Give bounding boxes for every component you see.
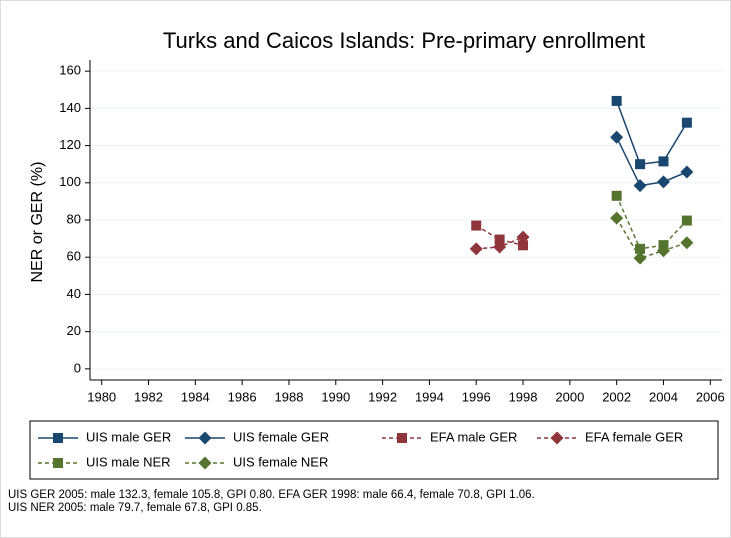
point	[493, 240, 507, 254]
y-tick-label: 40	[67, 286, 81, 301]
legend-marker	[198, 431, 212, 445]
series-line	[615, 195, 688, 250]
x-tick-label: 1998	[509, 389, 538, 404]
y-tick-label: 0	[74, 360, 81, 375]
series-line	[475, 224, 524, 247]
y-tick-label: 120	[59, 137, 81, 152]
y-tick-label: 60	[67, 249, 81, 264]
legend-label: UIS female GER	[233, 429, 329, 444]
point	[518, 240, 529, 251]
y-tick-label: 140	[59, 100, 81, 115]
point	[635, 159, 646, 170]
point	[633, 251, 647, 265]
legend-marker	[53, 458, 63, 468]
chart-title: Turks and Caicos Islands: Pre-primary en…	[163, 28, 645, 53]
legend-marker	[397, 433, 407, 443]
series-line	[616, 217, 688, 260]
x-tick-label: 1984	[181, 389, 210, 404]
series-line	[615, 136, 688, 187]
legend-label: EFA male GER	[430, 429, 517, 444]
series-line	[615, 100, 688, 166]
x-tick-label: 1980	[87, 389, 116, 404]
y-tick-label: 80	[67, 211, 81, 226]
point	[611, 190, 622, 201]
y-tick-label: 160	[59, 63, 81, 78]
point	[658, 156, 669, 167]
y-tick-label: 100	[59, 174, 81, 189]
point	[656, 175, 670, 189]
legend-label: UIS male NER	[86, 454, 171, 469]
y-tick-label: 20	[67, 323, 81, 338]
point	[656, 244, 670, 258]
point	[681, 117, 692, 128]
point	[635, 243, 646, 254]
x-tick-label: 1982	[134, 389, 163, 404]
y-axis-label: NER or GER (%)	[29, 162, 46, 283]
x-tick-label: 1994	[415, 389, 444, 404]
note: UIS GER 2005: male 132.3, female 105.8, …	[8, 489, 535, 501]
point	[680, 165, 694, 179]
x-tick-label: 1986	[228, 389, 257, 404]
point	[633, 179, 647, 193]
x-tick-label: 2004	[649, 389, 678, 404]
point	[611, 95, 622, 106]
legend-label: UIS female NER	[233, 454, 328, 469]
x-tick-label: 2002	[602, 389, 631, 404]
x-tick-label: 1992	[368, 389, 397, 404]
point	[471, 220, 482, 231]
point	[516, 230, 530, 244]
point	[469, 242, 483, 256]
point	[680, 236, 694, 250]
point	[610, 211, 624, 225]
legend-marker	[550, 431, 564, 445]
x-tick-label: 2006	[696, 389, 725, 404]
point	[681, 215, 692, 226]
x-tick-label: 1996	[462, 389, 491, 404]
point	[610, 130, 624, 144]
note: UIS NER 2005: male 79.7, female 67.8, GP…	[8, 502, 262, 514]
legend-marker	[53, 433, 63, 443]
legend-marker	[198, 456, 212, 470]
point	[494, 234, 505, 245]
x-tick-label: 1990	[321, 389, 350, 404]
x-tick-label: 2000	[555, 389, 584, 404]
legend-label: UIS male GER	[86, 429, 171, 444]
x-tick-label: 1988	[275, 389, 304, 404]
legend-label: EFA female GER	[585, 429, 683, 444]
legend-box	[29, 420, 719, 480]
